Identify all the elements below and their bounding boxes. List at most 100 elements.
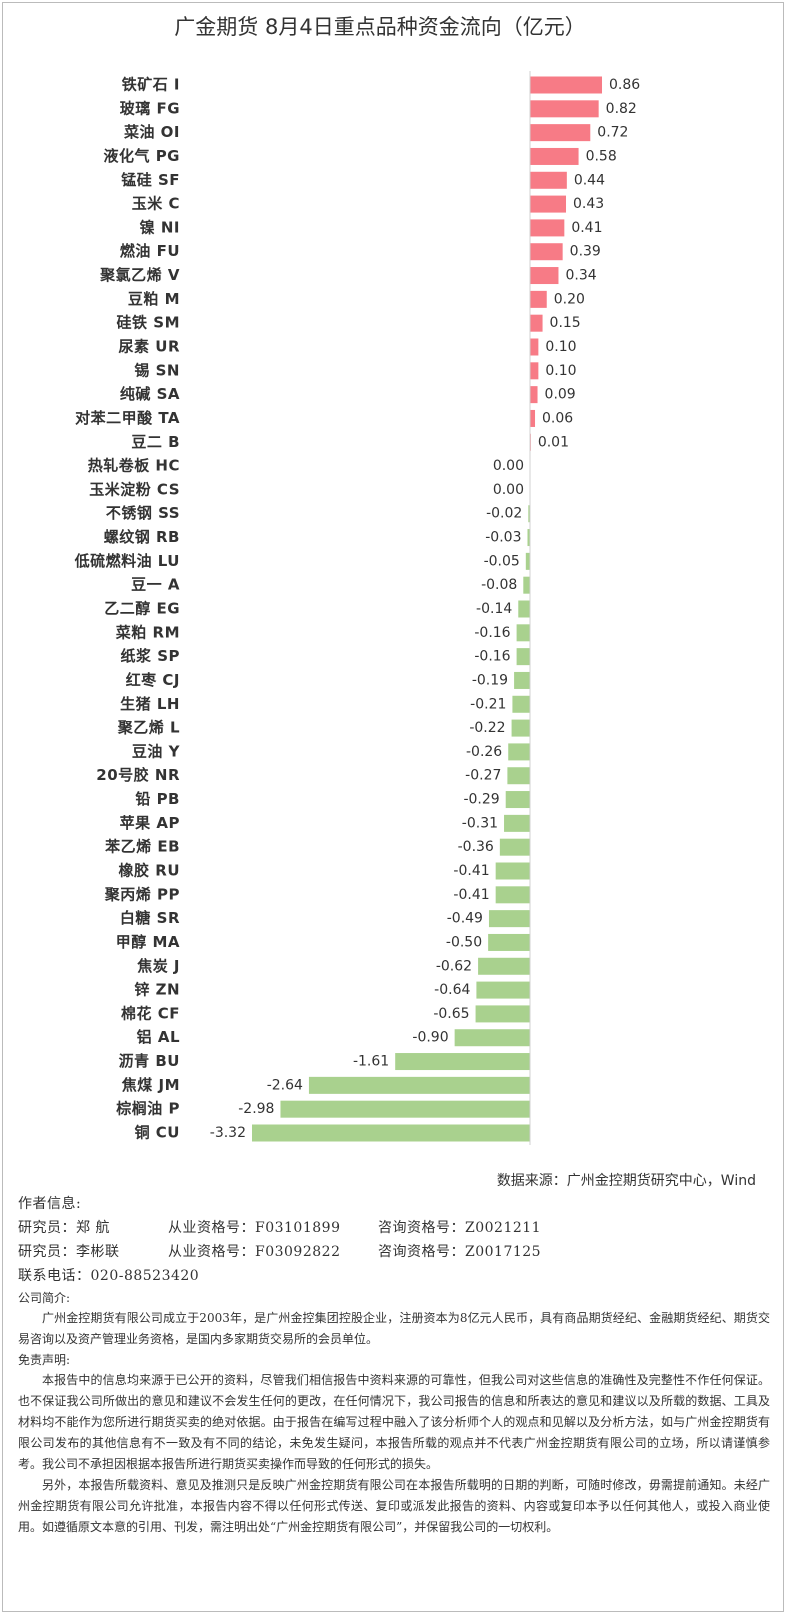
- value-label: 0.06: [542, 410, 573, 426]
- disclaimer-text: 本报告中的信息均来源于已公开的资料，尽管我们相信报告中资料来源的可靠性，但我公司…: [18, 1373, 770, 1471]
- bar: [511, 719, 530, 737]
- value-label: 0.82: [606, 101, 637, 117]
- value-label: -0.49: [447, 911, 483, 927]
- category-label: 铁矿石 I: [122, 76, 180, 94]
- category-label: 铅 PB: [135, 790, 180, 808]
- bar: [527, 529, 530, 547]
- category-label: 玉米淀粉 CS: [89, 480, 180, 498]
- value-label: 0.43: [573, 196, 604, 212]
- bar: [525, 552, 530, 570]
- category-label: 菜油 OI: [123, 123, 180, 141]
- value-label: 0.58: [586, 148, 617, 164]
- value-label: -0.50: [446, 934, 482, 950]
- researcher: 研究员：李彬联: [18, 1244, 120, 1260]
- researcher-row: 研究员：李彬联 从业资格号：F03092822 咨询资格号：Z0017125: [18, 1240, 770, 1264]
- bar: [475, 1005, 530, 1023]
- author-heading: 作者信息:: [18, 1196, 82, 1212]
- bar: [530, 124, 591, 142]
- category-label: 白糖 SR: [120, 909, 180, 927]
- bar: [530, 147, 579, 165]
- bar: [488, 910, 530, 928]
- category-label: 液化气 PG: [103, 147, 180, 165]
- category-label: 玻璃 FG: [120, 99, 180, 117]
- phone: 联系电话：020-88523420: [18, 1268, 200, 1284]
- document: 作者信息: 研究员：郑 航 从业资格号：F03101899 咨询资格号：Z00212…: [18, 1192, 770, 1538]
- bar: [530, 338, 539, 356]
- category-label: 焦炭 J: [136, 957, 180, 975]
- bar: [507, 767, 530, 785]
- bar: [530, 362, 539, 380]
- bar: [530, 267, 559, 285]
- bar: [514, 671, 530, 689]
- bar: [516, 624, 530, 642]
- consult: 咨询资格号：Z0017125: [378, 1244, 542, 1260]
- bar: [478, 957, 530, 975]
- category-label: 苹果 AP: [120, 814, 180, 832]
- category-label: 螺纹钢 RB: [104, 528, 180, 546]
- company-text: 广州金控期货有限公司成立于2003年，是广州金控集团控股企业，注册资本为8亿元人…: [18, 1311, 770, 1346]
- value-label: 0.44: [574, 172, 605, 188]
- bar: [395, 1053, 530, 1071]
- category-label: 对苯二甲酸 TA: [75, 409, 180, 427]
- bar: [530, 171, 567, 189]
- bar: [516, 648, 530, 666]
- bar: [518, 600, 530, 618]
- bar: [530, 243, 563, 261]
- bar: [530, 290, 547, 308]
- value-label: -0.62: [436, 958, 472, 974]
- value-label: -0.64: [434, 982, 470, 998]
- bar: [252, 1124, 530, 1142]
- category-label: 豆一 A: [131, 576, 180, 594]
- category-label: 燃油 FU: [120, 242, 180, 260]
- category-label: 锡 SN: [134, 361, 180, 379]
- category-label: 棉花 CF: [121, 1004, 180, 1022]
- category-label: 热轧卷板 HC: [88, 457, 180, 475]
- bar: [508, 743, 530, 761]
- category-label: 纯碱 SA: [120, 385, 180, 403]
- value-label: -0.22: [469, 720, 505, 736]
- category-label: 生猪 LH: [120, 695, 180, 713]
- category-label: 聚乙烯 L: [117, 719, 180, 737]
- bar: [530, 100, 599, 118]
- value-label: -0.41: [453, 887, 489, 903]
- category-label: 玉米 C: [132, 195, 180, 213]
- value-label: -0.16: [474, 625, 510, 641]
- bar: [530, 314, 543, 332]
- category-label: 红枣 CJ: [126, 671, 180, 689]
- category-label: 铝 AL: [137, 1028, 180, 1046]
- value-label: -0.65: [433, 1006, 469, 1022]
- value-label: -0.26: [466, 744, 502, 760]
- value-label: 0.39: [570, 244, 601, 260]
- value-label: -1.61: [353, 1054, 389, 1070]
- value-label: -0.21: [470, 696, 506, 712]
- bar: [530, 76, 603, 94]
- bar: [504, 814, 530, 832]
- value-label: -0.90: [412, 1030, 448, 1046]
- value-label: -0.16: [474, 649, 510, 665]
- bar: [499, 838, 530, 856]
- bar: [476, 981, 530, 999]
- category-label: 聚氯乙烯 V: [99, 266, 180, 284]
- source: 数据来源：广州金控期货研究中心，Wind: [497, 1172, 756, 1189]
- value-label: -0.05: [484, 553, 520, 569]
- category-label: 菜粕 RM: [115, 623, 180, 641]
- value-label: -0.27: [465, 768, 501, 784]
- category-label: 豆油 Y: [132, 742, 181, 760]
- license: 从业资格号：F03101899: [168, 1220, 341, 1236]
- researcher: 研究员：郑 航: [18, 1220, 110, 1236]
- company-heading: 公司简介:: [18, 1291, 71, 1305]
- consult: 咨询资格号：Z0021211: [378, 1220, 542, 1236]
- category-label: 硅铁 SM: [117, 314, 180, 332]
- bar: [530, 219, 565, 237]
- category-label: 豆粕 M: [128, 290, 180, 308]
- value-label: -0.08: [481, 577, 517, 593]
- bar: [495, 862, 530, 880]
- bar: [528, 505, 530, 523]
- category-label: 纸浆 SP: [120, 647, 180, 665]
- category-label: 焦煤 JM: [121, 1076, 180, 1094]
- category-label: 甲醇 MA: [116, 933, 180, 951]
- bar: [488, 933, 530, 951]
- value-label: -0.29: [463, 792, 499, 808]
- value-label: 0.34: [565, 268, 596, 284]
